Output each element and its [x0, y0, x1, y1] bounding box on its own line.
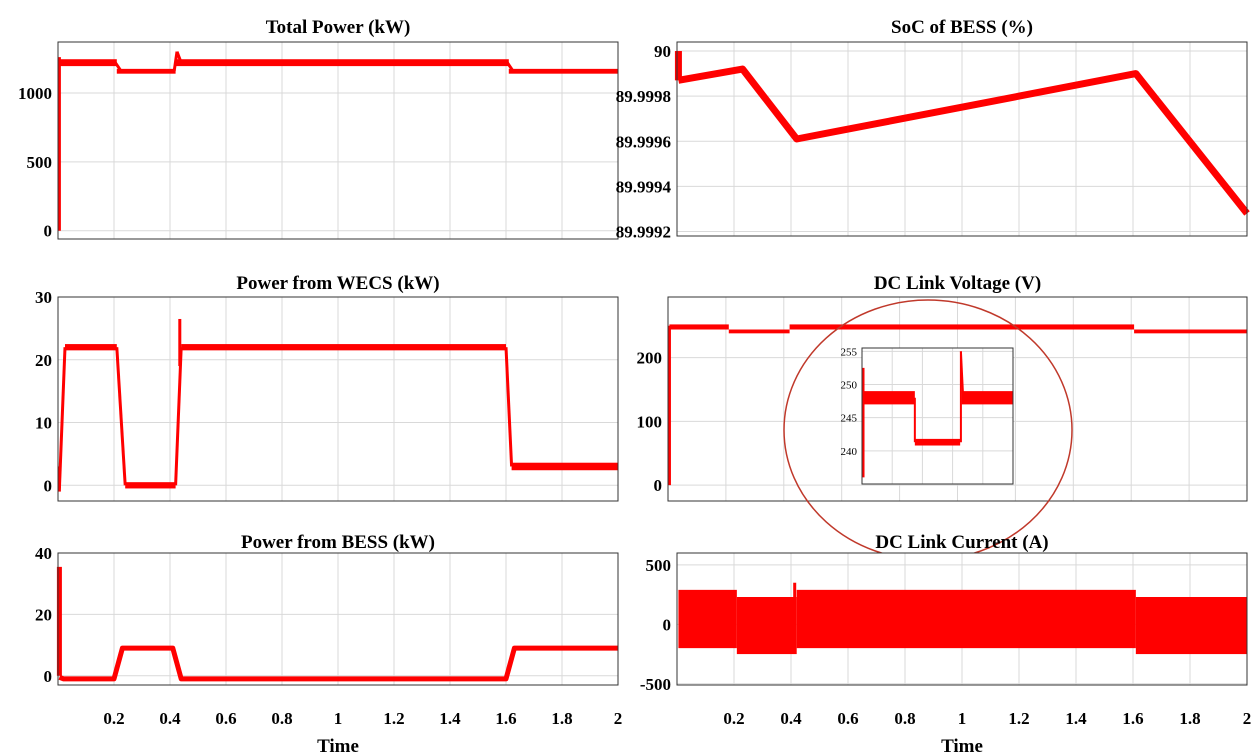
inset-signal-band — [863, 391, 915, 405]
chart-title: DC Link Voltage (V) — [874, 273, 1041, 294]
plot-frame — [667, 296, 1248, 502]
y-tick-label: 89.9992 — [616, 222, 671, 241]
signal-line — [174, 347, 183, 486]
signal-band — [669, 324, 729, 330]
panel-dc-link-voltage: 0 100 200 DC Link Voltage (V) 240 245 250 255 — [637, 273, 1248, 561]
x-tick-label: 1 — [958, 709, 967, 728]
x-tick-label: 0.8 — [894, 709, 915, 728]
x-tick-label: 0.2 — [723, 709, 744, 728]
x-tick-label: 1.6 — [495, 709, 516, 728]
signal-band — [796, 589, 1136, 649]
panel-soc-bess: 89.9992 89.9994 89.9996 89.9998 90 SoC of BES… — [616, 17, 1250, 241]
y-tick-label: 10 — [35, 414, 52, 433]
x-tick-label: 1.6 — [1122, 709, 1143, 728]
y-tick-label: 500 — [646, 556, 672, 575]
zoom-inset: 240 245 250 255 — [841, 346, 1014, 485]
inset-signal-band — [961, 391, 1013, 405]
inset-y-tick-label: 245 — [841, 413, 858, 425]
chart-title: Power from WECS (kW) — [236, 273, 439, 294]
signal-band — [728, 329, 790, 334]
y-tick-label: 1000 — [18, 84, 52, 103]
y-tick-label: 200 — [637, 349, 663, 368]
signal-band — [511, 462, 618, 471]
inset-y-tick-label: 240 — [841, 446, 858, 458]
inset-frame — [861, 347, 1014, 485]
signal-line — [172, 51, 179, 72]
x-tick-label: 1.2 — [383, 709, 404, 728]
signal-band — [736, 597, 797, 655]
signal-line — [175, 51, 183, 64]
chart-title: Total Power (kW) — [266, 17, 411, 38]
y-tick-label: -500 — [640, 675, 671, 694]
y-tick-label: 90 — [654, 42, 671, 61]
chart-title: Power from BESS (kW) — [241, 532, 435, 553]
plot-frame — [57, 552, 619, 686]
panel-power-wecs: 0 10 20 30 Power from WECS (kW) — [35, 273, 619, 502]
y-tick-label: 100 — [637, 412, 663, 431]
chart-title: DC Link Current (A) — [875, 532, 1048, 553]
plot-frame — [676, 41, 1248, 237]
inset-signal-line — [959, 351, 965, 398]
signal-band — [1135, 597, 1247, 655]
x-tick-label: 1.4 — [1065, 709, 1087, 728]
x-tick-label: 0.6 — [837, 709, 858, 728]
y-tick-label: 0 — [44, 476, 53, 495]
signal-band — [181, 344, 506, 351]
x-tick-label: 0.4 — [780, 709, 802, 728]
y-tick-label: 20 — [35, 351, 52, 370]
signal-band — [116, 68, 176, 74]
signal-band — [125, 482, 176, 489]
x-tick-label: 1.4 — [439, 709, 461, 728]
x-tick-label: 1.8 — [551, 709, 572, 728]
signal-band — [65, 344, 117, 351]
plot-frame — [676, 552, 1248, 686]
signal-line — [57, 347, 67, 489]
panel-power-bess: 0 20 40 0.2 0.4 0.6 0.8 1 1.2 1.4 1.6 1.8 2 Power fro… — [35, 532, 622, 755]
y-tick-label: 89.9996 — [616, 132, 671, 151]
signal-band — [678, 589, 737, 649]
y-tick-label: 0 — [44, 667, 53, 686]
chart-title: SoC of BESS (%) — [891, 17, 1033, 38]
y-tick-label: 500 — [27, 153, 53, 172]
y-tick-label: 20 — [35, 605, 52, 624]
y-tick-label: 89.9994 — [616, 177, 672, 196]
y-tick-label: 0 — [663, 615, 672, 634]
signal-band — [508, 68, 618, 74]
plot-frame — [57, 296, 619, 502]
signal-band — [789, 324, 1135, 330]
panel-dc-link-current: -500 0 500 0.2 0.4 0.6 0.8 1 1.2 1.4 1.6 1.8 2 DC Lin… — [640, 532, 1251, 755]
y-tick-label: 0 — [654, 476, 663, 495]
y-tick-label: 0 — [44, 222, 53, 241]
x-tick-label: 1.2 — [1008, 709, 1029, 728]
x-tick-label: 0.2 — [103, 709, 124, 728]
panel-total-power: 0 500 1000 Total Power (kW) — [18, 17, 619, 241]
signal-band — [175, 59, 509, 67]
x-tick-label: 2 — [614, 709, 623, 728]
y-tick-label: 89.9998 — [616, 87, 671, 106]
x-axis-label: Time — [317, 736, 359, 755]
y-tick-label: 30 — [35, 288, 52, 307]
x-tick-label: 0.6 — [215, 709, 236, 728]
x-tick-label: 0.4 — [159, 709, 181, 728]
inset-area — [862, 348, 1013, 484]
x-tick-label: 2 — [1243, 709, 1252, 728]
x-tick-label: 1.8 — [1179, 709, 1200, 728]
x-axis-label: Time — [941, 736, 983, 755]
signal-line — [58, 645, 618, 682]
signal-line — [677, 65, 1250, 216]
signal-line — [506, 61, 515, 72]
signal-band — [1134, 329, 1247, 334]
inset-y-tick-label: 250 — [841, 379, 858, 391]
signal-band — [59, 59, 117, 67]
signal-line — [115, 347, 127, 486]
signal-line — [114, 61, 123, 72]
x-tick-label: 1 — [334, 709, 343, 728]
x-tick-label: 0.8 — [271, 709, 292, 728]
plot-frame — [57, 41, 619, 240]
inset-y-tick-label: 255 — [841, 346, 858, 358]
signal-line — [504, 347, 514, 467]
inset-signal-band — [914, 438, 961, 446]
y-tick-label: 40 — [35, 544, 52, 563]
